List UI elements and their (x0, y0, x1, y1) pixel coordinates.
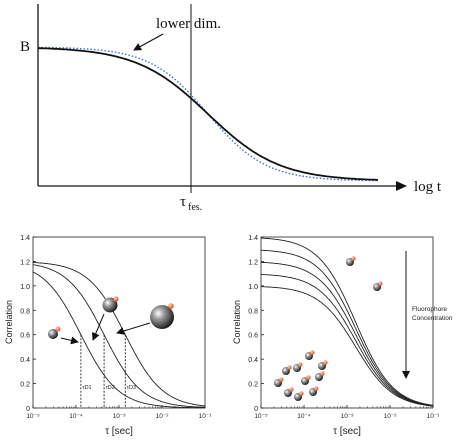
bl-y-tick-label: 0.4 (20, 357, 30, 364)
bl-y-tick-label: 0.2 (20, 382, 30, 389)
top-x-axis-label: log t (414, 179, 442, 195)
bl-y-tick-label: 1.0 (20, 284, 30, 291)
medium-molecule-pointer (92, 313, 105, 341)
fluorophore-dot-icon (378, 281, 383, 286)
br-x-tick-label: 10⁻⁵ (254, 413, 268, 420)
bl-y-tick-label: 0.8 (20, 308, 30, 315)
br-curves (260, 237, 434, 407)
br-y-tick-label: 0.4 (248, 357, 258, 364)
bl-y-tick-label: 1.2 (20, 259, 30, 266)
bl-y-ticks: 0 0.2 0.4 0.6 0.8 1.0 1.2 1.4 (20, 235, 36, 413)
br-x-axis-label: τ [sec] (333, 426, 361, 437)
br-x-tick-label: 10⁻¹ (427, 413, 441, 420)
bl-y-axis-label: Correlation (4, 300, 14, 344)
bl-x-tick-label: 10⁻⁴ (69, 413, 83, 420)
lower-dim-pointer (133, 33, 164, 51)
br-curve-3 (260, 261, 434, 407)
fluorophore-dot-icon (314, 386, 319, 391)
br-y-tick-label: 0 (254, 406, 258, 413)
tau-fes-label: τ (180, 194, 186, 210)
small-molecule-icon (48, 329, 58, 339)
medium-molecule-icon (102, 297, 118, 313)
fluorophore-dot-icon (298, 362, 303, 367)
br-y-tick-label: 1.2 (248, 259, 258, 266)
top-chart: B log t τ fes. lower dim. (20, 4, 442, 213)
br-y-tick-label: 0.6 (248, 333, 258, 340)
fluorophore-dot-icon (310, 350, 315, 355)
fluorophore-dot-icon (287, 365, 292, 370)
fluorophore-dot-icon (279, 377, 284, 382)
tau-d-label-3: τD3 (127, 385, 136, 391)
bl-y-tick-label: 1.4 (20, 235, 30, 242)
bl-y-tick-label: 0 (26, 406, 30, 413)
medium-label-dot-icon (113, 296, 119, 302)
tau-fes-subscript: fes. (188, 202, 202, 213)
br-x-tick-label: 10⁻² (384, 413, 398, 420)
tau-d-label-1: τD1 (82, 385, 91, 391)
bl-curve-2 (32, 264, 205, 408)
concentration-label-line1: Fluorophore (412, 306, 447, 313)
bl-y-tick-label: 0.6 (20, 333, 30, 340)
br-curve-1 (261, 237, 434, 406)
large-molecule-icon (150, 305, 174, 329)
bottom-left-chart: 00.20.40.60.81.01.21.4 10⁻⁵ 10⁻⁴ 10⁻³ 10⁻² 1… (4, 235, 212, 437)
concentration-label-line2: Concentration (412, 315, 453, 322)
br-curve-4 (261, 274, 434, 407)
bl-x-axis-label: τ [sec] (105, 426, 133, 437)
bl-x-tick-label: 10⁻⁵ (26, 413, 40, 420)
bl-x-tick-label: 10⁻³ (113, 413, 127, 420)
br-x-ticks: 10⁻⁵ 10⁻⁴ 10⁻³ 10⁻² 10⁻¹ (254, 405, 440, 420)
small-molecule-pointer (60, 336, 79, 345)
main-decay-curve (37, 47, 379, 181)
small-label-dot-icon (55, 326, 61, 332)
br-y-tick-label: 1.4 (248, 235, 258, 242)
br-y-axis-label: Correlation (232, 300, 242, 344)
fluorophore-dot-icon (351, 256, 356, 261)
fluorophore-dot-icon (323, 360, 328, 365)
lower-dim-curve (38, 46, 378, 182)
large-label-dot-icon (168, 303, 174, 309)
br-curve-5 (260, 286, 434, 407)
bl-curve-3 (33, 262, 206, 407)
br-y-tick-label: 1.0 (248, 284, 258, 291)
top-y-tick-label-b: B (20, 39, 30, 55)
bl-x-tick-label: 10⁻² (156, 413, 170, 420)
br-x-tick-label: 10⁻³ (341, 413, 355, 420)
br-x-tick-label: 10⁻⁴ (297, 413, 311, 420)
bottom-right-chart: 00.20.40.60.81.01.21.4 10⁻⁵ 10⁻⁴ 10⁻³ 10⁻² 1… (232, 235, 453, 437)
br-y-tick-label: 0.2 (248, 382, 258, 389)
fluorophore-dot-icon (289, 387, 294, 392)
bl-curves (32, 262, 206, 409)
bl-x-tick-label: 10⁻¹ (199, 413, 213, 420)
bl-curve-1 (32, 271, 205, 409)
fluorophore-dot-icon (306, 375, 311, 380)
large-molecule-pointer (116, 322, 151, 335)
br-y-ticks: 0 0.2 0.4 0.6 0.8 1.0 1.2 1.4 (248, 235, 264, 413)
lower-dim-annotation: lower dim. (156, 16, 221, 32)
fluorophore-dot-icon (320, 371, 325, 376)
bl-x-ticks: 10⁻⁵ 10⁻⁴ 10⁻³ 10⁻² 10⁻¹ (26, 405, 212, 420)
bl-tau-markers: τD1 τD2 τD3 (80, 334, 136, 408)
molecule-cluster (274, 256, 383, 401)
br-y-tick-label: 0.8 (248, 308, 258, 315)
tau-d-label-2: τD2 (106, 385, 115, 391)
br-curve-2 (261, 249, 434, 406)
top-x-axis-arrow (396, 181, 407, 191)
fluorophore-dot-icon (299, 391, 304, 396)
